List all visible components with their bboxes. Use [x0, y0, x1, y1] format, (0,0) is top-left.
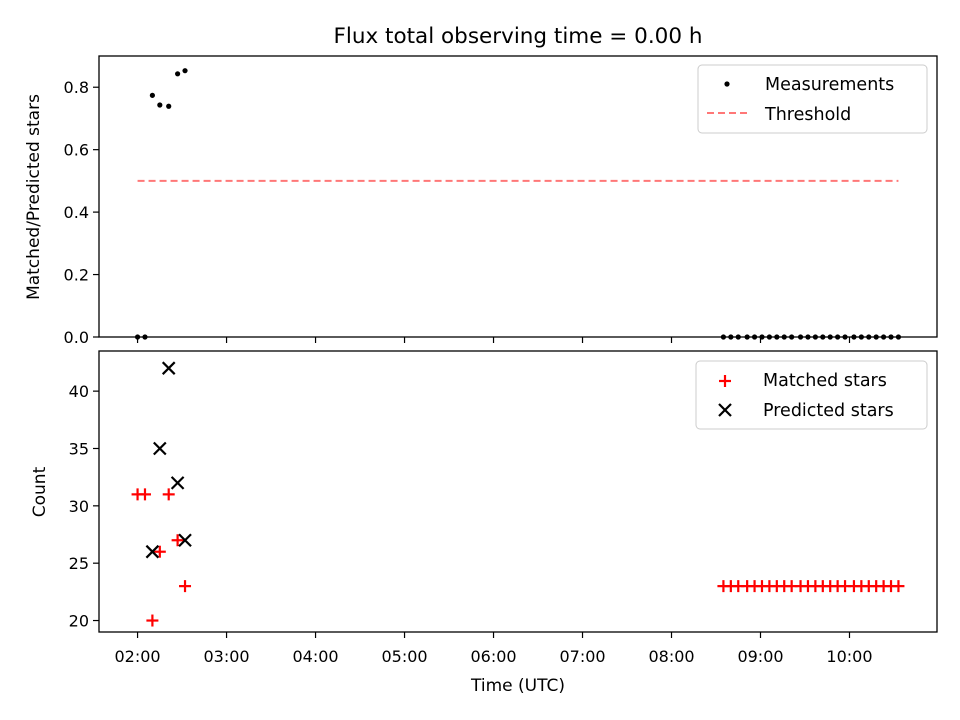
x-tick-label: 02:00 [115, 647, 161, 666]
x-tick-label: 05:00 [381, 647, 427, 666]
matched-star-point [171, 534, 184, 547]
top-y-tick-label: 0.2 [64, 266, 89, 285]
bottom-y-tick-label: 40 [69, 382, 89, 401]
bottom-legend-box [695, 360, 928, 430]
matched-star-point [179, 580, 192, 593]
top-panel: 0.00.20.40.60.8 Matched/Predicted stars … [24, 55, 938, 347]
bottom-plot-marks [131, 361, 905, 627]
legend-predicted-label: Predicted stars [763, 401, 894, 421]
legend-measurements-marker [724, 81, 730, 87]
bottom-x-ticks: 02:00 03:00 04:00 05:00 06:00 07:00 08:00 09:00… [115, 632, 873, 666]
matched-star-point [153, 545, 166, 558]
matched-star-point [892, 580, 905, 593]
bottom-panel: 20 25 30 35 40 02:00 03:00 04:00 05:00 06:00 07:0… [30, 350, 938, 696]
x-tick-label: 06:00 [470, 647, 516, 666]
bottom-legend: Matched stars Predicted stars [695, 360, 928, 430]
x-tick-label: 09:00 [737, 647, 783, 666]
predicted-star-point [170, 476, 185, 490]
x-axis-label: Time (UTC) [470, 676, 565, 696]
x-tick-label: 08:00 [648, 647, 694, 666]
predicted-star-point [153, 441, 167, 456]
top-y-tick-label: 0.6 [64, 141, 89, 160]
bottom-y-tick-label: 20 [69, 612, 89, 631]
legend-threshold-label: Threshold [764, 105, 851, 125]
bottom-y-ticks: 20 25 30 35 40 [69, 382, 99, 631]
top-x-ticks [136, 337, 851, 343]
x-tick-label: 10:00 [826, 647, 872, 666]
legend-matched-marker [719, 375, 731, 387]
bottom-y-tick-label: 35 [69, 439, 89, 458]
top-legend: Measurements Threshold [697, 64, 928, 134]
measurement-point [182, 68, 188, 74]
top-y-tick-label: 0.4 [64, 203, 89, 222]
top-y-axis-label: Matched/Predicted stars [24, 94, 44, 300]
matched-star-point [138, 488, 151, 501]
legend-measurements-label: Measurements [765, 75, 894, 95]
top-y-tick-label: 0.8 [64, 78, 89, 97]
measurement-point [157, 102, 163, 108]
measurement-point [175, 71, 181, 77]
matched-star-point [146, 614, 159, 627]
matched-star-point [162, 488, 175, 501]
figure-title: Flux total observing time = 0.00 h [334, 24, 703, 49]
x-tick-label: 07:00 [559, 647, 605, 666]
predicted-star-point [161, 361, 176, 375]
top-legend-box [697, 64, 928, 134]
x-tick-label: 03:00 [203, 647, 249, 666]
predicted-star-point [145, 544, 160, 559]
predicted-star-point [178, 533, 192, 548]
bottom-axes-frame [98, 350, 938, 633]
bottom-y-axis-label: Count [30, 466, 50, 517]
x-tick-label: 04:00 [292, 647, 338, 666]
legend-matched-label: Matched stars [763, 371, 887, 391]
measurement-point [166, 103, 172, 109]
top-axes-frame [98, 55, 938, 338]
legend-predicted-marker [718, 403, 732, 417]
bottom-y-tick-label: 30 [69, 497, 89, 516]
bottom-y-tick-label: 25 [69, 554, 89, 573]
measurement-point [149, 92, 155, 98]
top-y-ticks: 0.0 0.2 0.4 0.6 0.8 [64, 78, 99, 347]
top-y-tick-label: 0.0 [64, 328, 89, 347]
